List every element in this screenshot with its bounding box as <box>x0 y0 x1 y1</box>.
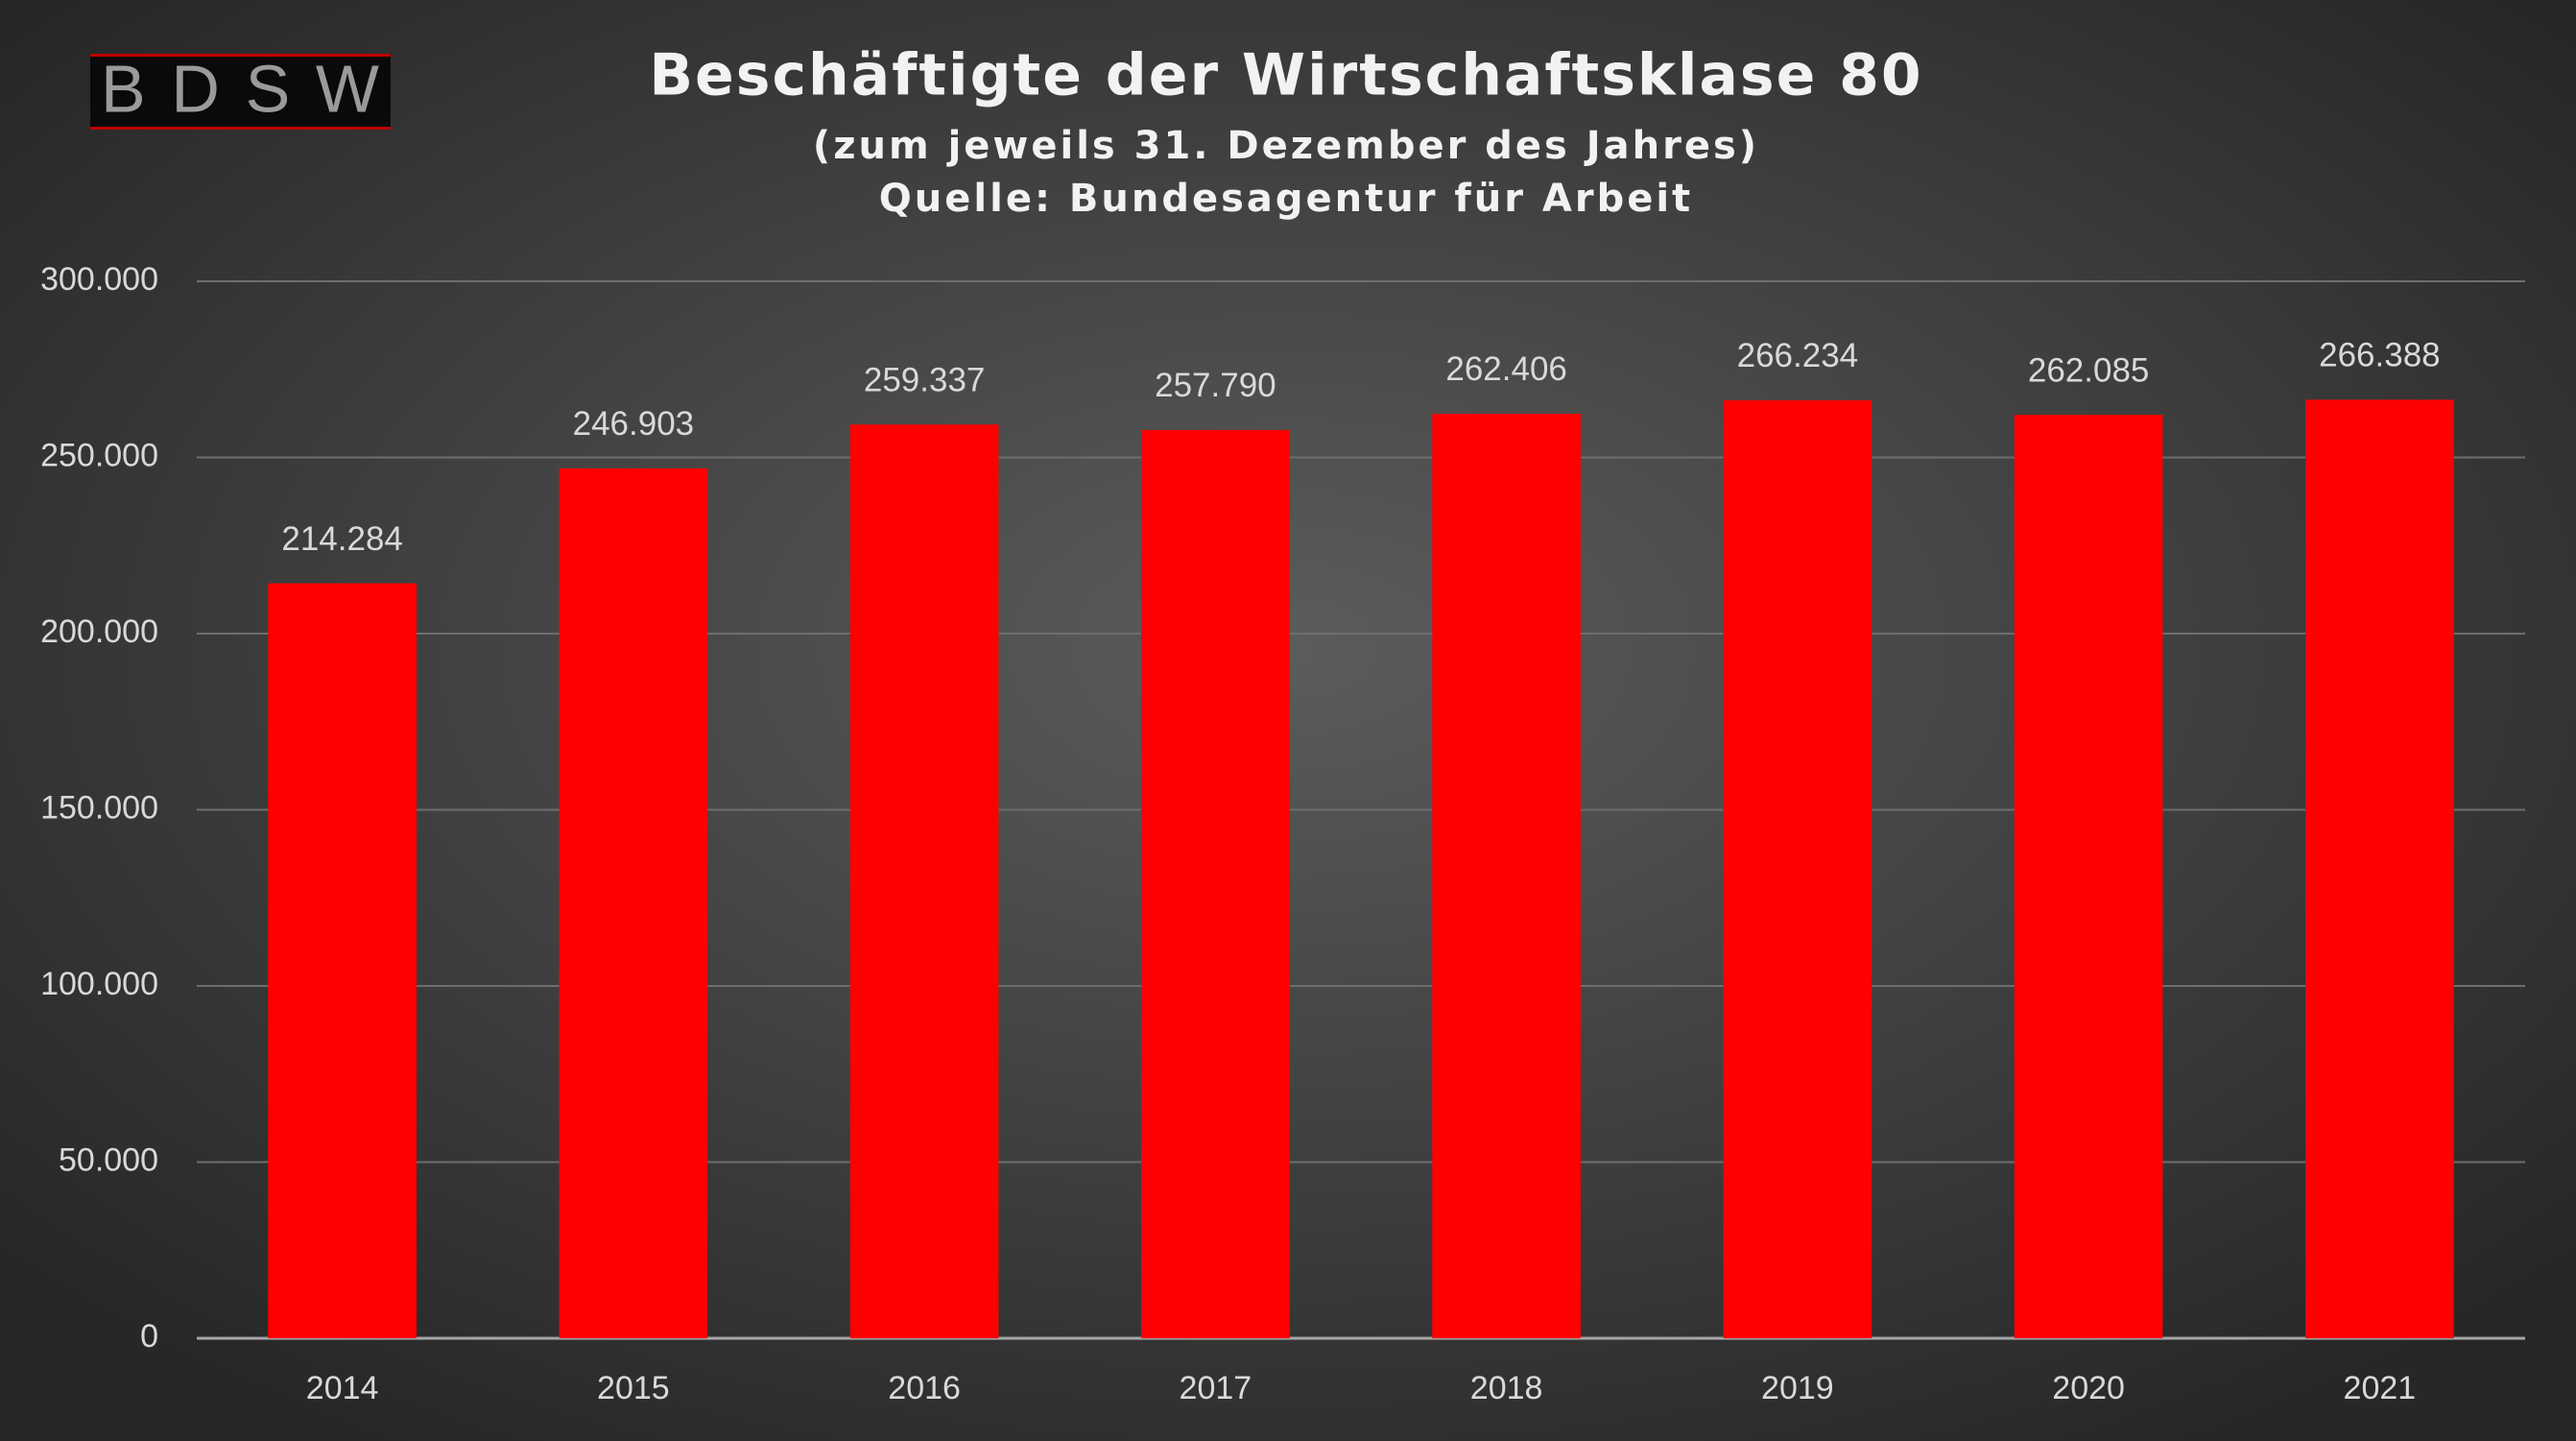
y-tick-label: 200.000 <box>40 613 158 650</box>
logo-line <box>90 54 391 57</box>
logo-line <box>90 127 391 130</box>
bar <box>559 468 708 1339</box>
x-tick-label: 2020 <box>2052 1370 2125 1406</box>
logo-bg <box>90 54 391 130</box>
x-tick-label: 2015 <box>597 1370 670 1406</box>
y-tick-label: 50.000 <box>59 1141 158 1178</box>
bar <box>849 424 999 1338</box>
bar <box>268 583 417 1338</box>
value-label: 262.085 <box>2028 351 2150 389</box>
x-tick-label: 2018 <box>1470 1370 1543 1406</box>
value-label: 259.337 <box>864 361 986 398</box>
logo-box: BDSW <box>90 51 391 130</box>
chart-title: Beschäftigte der Wirtschaftsklase 80 <box>649 42 1922 109</box>
chart-subtitle: (zum jeweils 31. Dezember des Jahres) <box>813 124 1759 168</box>
value-label: 266.234 <box>1737 337 1859 374</box>
chart-source: Quelle: Bundesagentur für Arbeit <box>879 177 1693 221</box>
x-tick-label: 2017 <box>1180 1370 1252 1406</box>
value-label: 214.284 <box>281 520 403 558</box>
y-tick-label: 300.000 <box>40 261 158 298</box>
x-tick-label: 2016 <box>888 1370 961 1406</box>
y-tick-label: 250.000 <box>40 437 158 473</box>
x-tick-label: 2019 <box>1761 1370 1834 1406</box>
x-tick-label: 2021 <box>2344 1370 2417 1406</box>
y-tick-label: 100.000 <box>40 966 158 1002</box>
bar <box>2014 415 2163 1338</box>
bar <box>1432 413 1581 1338</box>
y-tick-label: 0 <box>140 1318 158 1355</box>
value-label: 246.903 <box>573 405 695 443</box>
y-tick-label: 150.000 <box>40 789 158 826</box>
bar <box>1723 399 1872 1338</box>
value-label: 262.406 <box>1445 350 1567 388</box>
value-label: 257.790 <box>1155 367 1276 404</box>
value-label: 266.388 <box>2319 337 2441 374</box>
bar <box>2305 399 2454 1338</box>
x-tick-label: 2014 <box>306 1370 379 1406</box>
bar <box>1141 429 1290 1338</box>
